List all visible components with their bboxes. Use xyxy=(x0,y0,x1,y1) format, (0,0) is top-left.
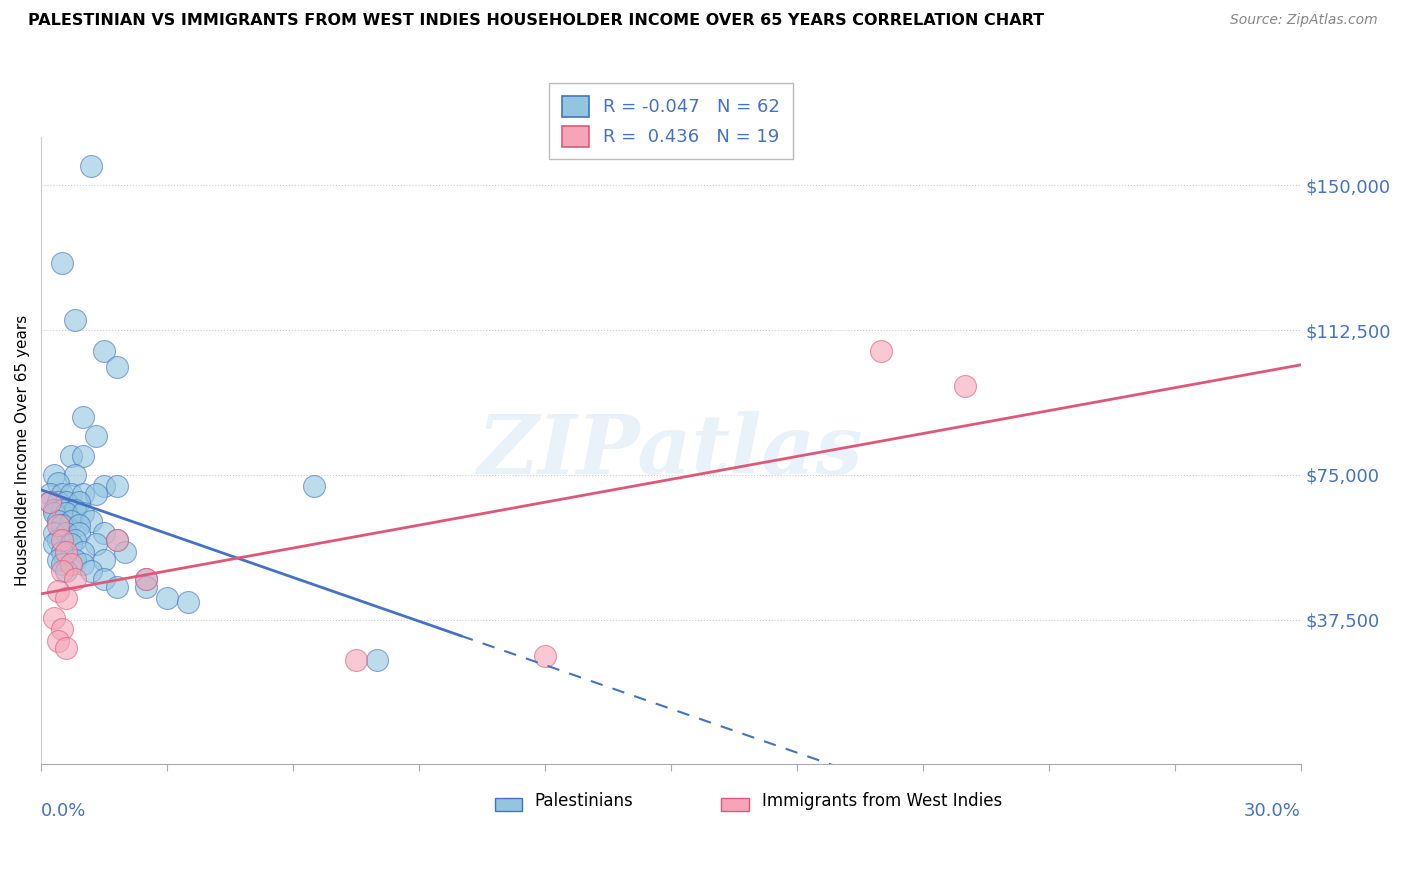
Point xyxy=(84,537,107,551)
Point xyxy=(38,495,60,509)
Point xyxy=(344,653,367,667)
Point xyxy=(72,545,94,559)
FancyBboxPatch shape xyxy=(495,797,522,812)
Point xyxy=(59,487,82,501)
Text: Source: ZipAtlas.com: Source: ZipAtlas.com xyxy=(1230,13,1378,28)
Point xyxy=(46,495,69,509)
Point xyxy=(38,495,60,509)
Point xyxy=(72,507,94,521)
Point xyxy=(46,633,69,648)
Point xyxy=(72,557,94,571)
Point xyxy=(302,479,325,493)
Text: PALESTINIAN VS IMMIGRANTS FROM WEST INDIES HOUSEHOLDER INCOME OVER 65 YEARS CORR: PALESTINIAN VS IMMIGRANTS FROM WEST INDI… xyxy=(28,13,1045,29)
Point xyxy=(59,537,82,551)
Legend: R = -0.047   N = 62, R =  0.436   N = 19: R = -0.047 N = 62, R = 0.436 N = 19 xyxy=(548,84,793,160)
Point xyxy=(63,552,86,566)
Point xyxy=(51,622,73,636)
Point xyxy=(55,507,77,521)
FancyBboxPatch shape xyxy=(721,797,749,812)
Point xyxy=(63,467,86,482)
Point xyxy=(46,475,69,490)
Point xyxy=(46,583,69,598)
Point xyxy=(67,518,90,533)
Point xyxy=(105,479,128,493)
Point xyxy=(59,514,82,528)
Point xyxy=(953,379,976,393)
Point xyxy=(80,514,103,528)
Point xyxy=(93,552,115,566)
Point xyxy=(105,359,128,374)
Point xyxy=(105,533,128,548)
Point xyxy=(80,564,103,578)
Point xyxy=(105,580,128,594)
Point xyxy=(135,572,157,586)
Point xyxy=(38,487,60,501)
Point xyxy=(42,502,65,516)
Point xyxy=(114,545,136,559)
Point xyxy=(80,159,103,173)
Point xyxy=(63,533,86,548)
Point xyxy=(42,507,65,521)
Point xyxy=(55,564,77,578)
Point xyxy=(46,533,69,548)
Point xyxy=(51,545,73,559)
Point xyxy=(42,537,65,551)
Text: ZIPatlas: ZIPatlas xyxy=(478,410,863,491)
Point xyxy=(51,564,73,578)
Point xyxy=(46,518,69,533)
Point xyxy=(55,591,77,606)
Point xyxy=(67,495,90,509)
Point xyxy=(46,514,69,528)
Point xyxy=(59,449,82,463)
Point xyxy=(51,557,73,571)
Point xyxy=(135,580,157,594)
Text: Immigrants from West Indies: Immigrants from West Indies xyxy=(762,792,1002,810)
Y-axis label: Householder Income Over 65 years: Householder Income Over 65 years xyxy=(15,315,30,586)
Point xyxy=(84,429,107,443)
Point xyxy=(93,344,115,359)
Point xyxy=(366,653,388,667)
Point xyxy=(72,449,94,463)
Point xyxy=(534,649,557,664)
Point xyxy=(51,518,73,533)
Point xyxy=(84,487,107,501)
Point xyxy=(72,487,94,501)
Point xyxy=(93,572,115,586)
Point xyxy=(72,409,94,424)
Point xyxy=(63,313,86,327)
Point xyxy=(93,479,115,493)
Point xyxy=(51,487,73,501)
Point xyxy=(42,525,65,540)
Point xyxy=(869,344,891,359)
Point xyxy=(55,545,77,559)
Text: 0.0%: 0.0% xyxy=(41,802,87,820)
Point xyxy=(55,641,77,656)
Text: Palestinians: Palestinians xyxy=(534,792,634,810)
Point xyxy=(55,525,77,540)
Point xyxy=(93,525,115,540)
Point xyxy=(51,533,73,548)
Point xyxy=(42,467,65,482)
Point xyxy=(51,502,73,516)
Point xyxy=(156,591,179,606)
Text: 30.0%: 30.0% xyxy=(1244,802,1301,820)
Point xyxy=(177,595,200,609)
Point xyxy=(63,502,86,516)
Point xyxy=(59,557,82,571)
Point xyxy=(42,610,65,624)
Point xyxy=(135,572,157,586)
Point xyxy=(67,525,90,540)
Point xyxy=(46,552,69,566)
Point xyxy=(63,572,86,586)
Point xyxy=(55,495,77,509)
Point xyxy=(105,533,128,548)
Point xyxy=(51,255,73,269)
